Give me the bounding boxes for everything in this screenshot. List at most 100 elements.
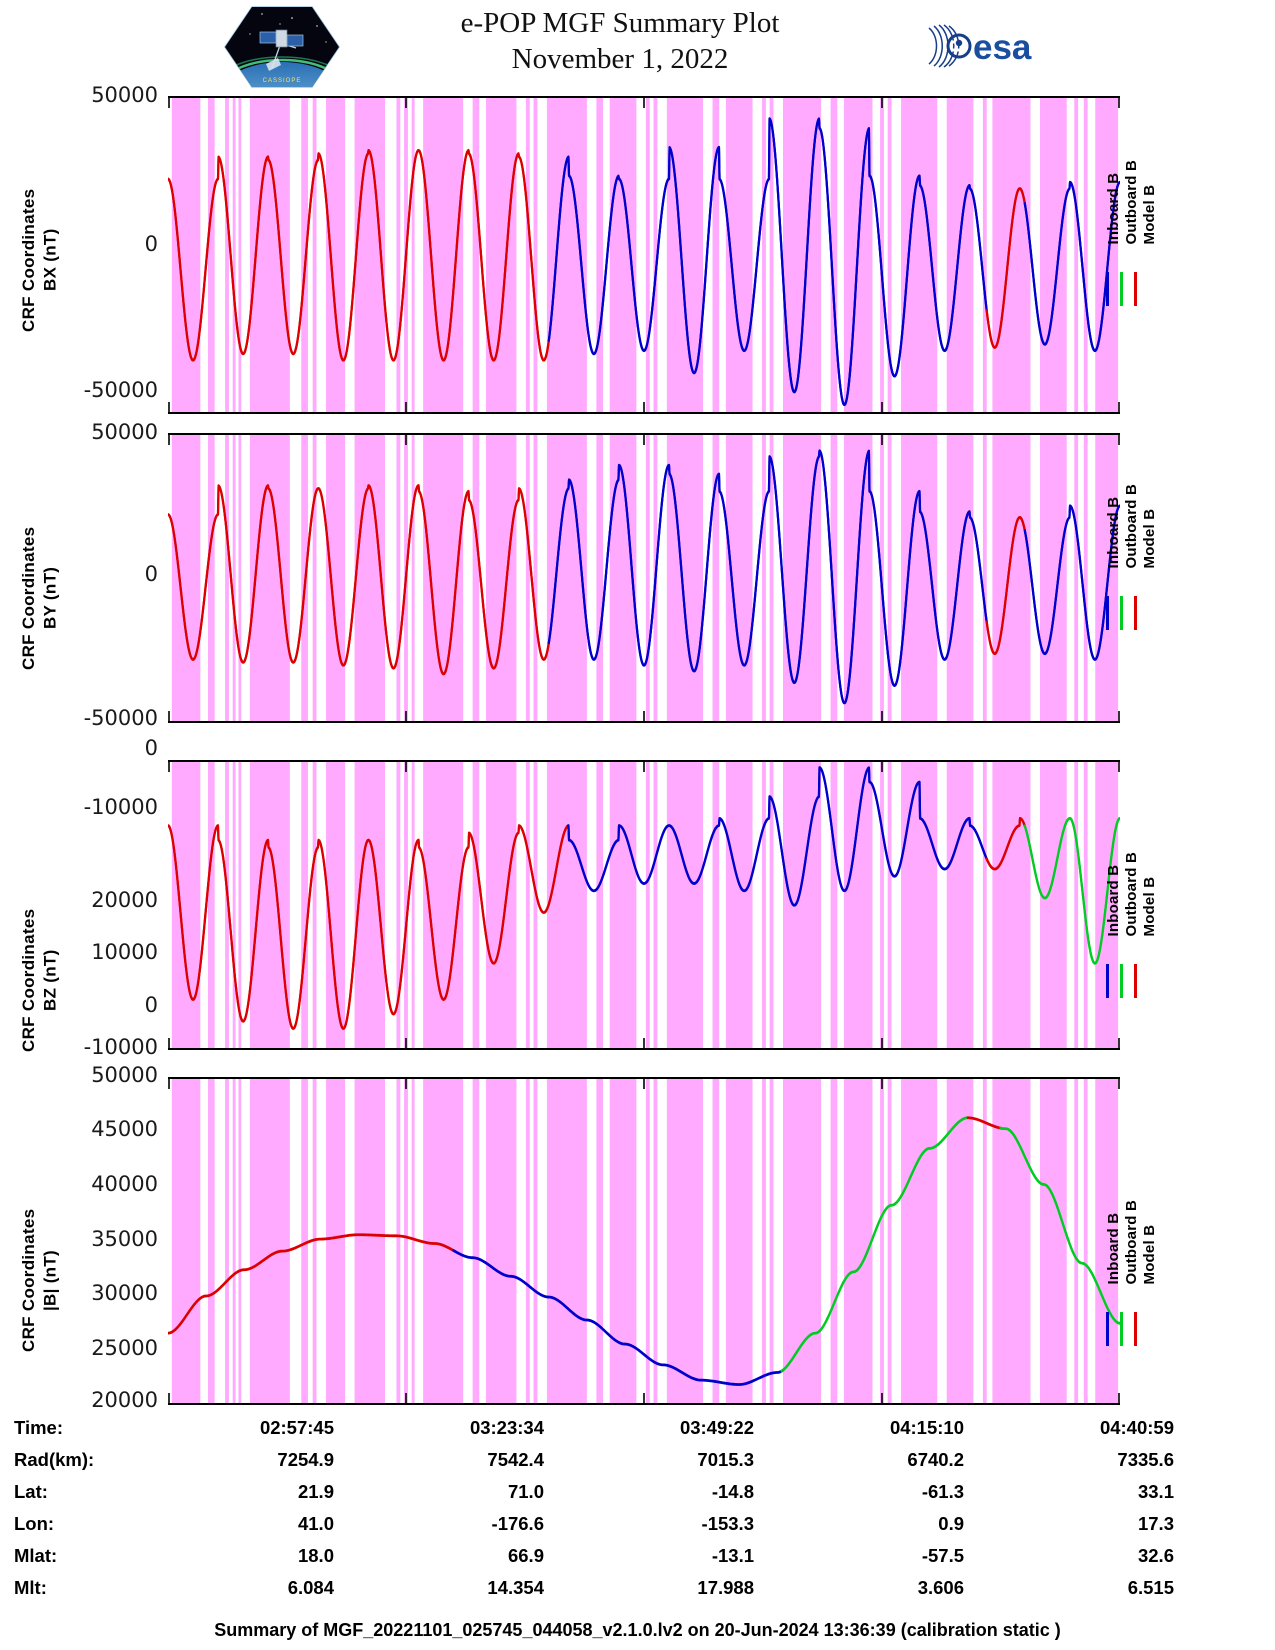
legend-bz-labels: Inboard B Outboard B Model B: [1104, 852, 1158, 937]
legend-btot: Inboard B Outboard B Model B: [1104, 1200, 1164, 1360]
esa-logo-text: esa: [973, 28, 1032, 67]
legend-key-model: [1134, 964, 1137, 998]
cell-r1-c2: 7015.3: [697, 1449, 754, 1470]
plot-frame-bx: [168, 96, 1120, 414]
cell-r3-c1: -176.6: [491, 1513, 544, 1534]
cell-r5-c3: 3.606: [917, 1577, 964, 1598]
y-tick-by-1: 0: [144, 562, 158, 586]
plot-frame-by: [168, 433, 1120, 723]
y-tick-bz-1: -10000: [83, 795, 158, 819]
cell-r5-c2: 17.988: [697, 1577, 754, 1598]
mission-logo-caption: CASSIOPE: [263, 78, 302, 84]
legend-bx: Inboard B Outboard B Model B: [1104, 160, 1164, 320]
cell-r1-c0: 7254.9: [277, 1449, 334, 1470]
y-axis-label-by: CRF Coordinates BY (nT): [19, 526, 60, 670]
legend-bz-label-2: Model B: [1141, 876, 1158, 937]
row-label: Lat:: [14, 1481, 48, 1502]
y-tick-btot-2: 40000: [91, 1172, 158, 1196]
y-tick-bz-2: 20000: [91, 888, 158, 912]
legend-bx-keys: [1106, 272, 1137, 306]
y-axis-label-bz: CRF Coordinates BZ (nT): [19, 908, 60, 1052]
y-tick-bz-0: 0: [144, 736, 158, 760]
legend-key-inboard: [1106, 964, 1109, 998]
y-tick-btot-6: 20000: [91, 1388, 158, 1412]
row-label: Mlat:: [14, 1545, 58, 1566]
cell-r1-c4: 7335.6: [1117, 1449, 1174, 1470]
legend-bx-label-0: Inboard B: [1105, 172, 1122, 245]
cell-r2-c0: 21.9: [297, 1481, 334, 1502]
row-label: Time:: [14, 1417, 64, 1438]
legend-btot-label-2: Model B: [1141, 1224, 1158, 1285]
y-tick-bz-4: 0: [144, 993, 158, 1017]
legend-key-inboard: [1106, 272, 1109, 306]
table-row: Rad(km): 7254.9 7542.4 7015.3 6740.2 7335.6: [14, 1444, 1174, 1476]
cell-r4-c0: 18.0: [297, 1545, 334, 1566]
cell-r2-c3: -61.3: [921, 1481, 964, 1502]
table-row: Lat: 21.9 71.0 -14.8 -61.3 33.1: [14, 1476, 1174, 1508]
title-line-1: e-POP MGF Summary Plot: [460, 7, 780, 39]
y-tick-by-2: -50000: [83, 706, 158, 730]
cell-r4-c3: -57.5: [921, 1545, 964, 1566]
y-tick-btot-3: 35000: [91, 1227, 158, 1251]
cell-r4-c1: 66.9: [507, 1545, 544, 1566]
legend-by: Inboard B Outboard B Model B: [1104, 484, 1164, 644]
cell-r0-c3: 04:15:10: [889, 1417, 964, 1438]
plot-frame-btot: [168, 1077, 1120, 1405]
legend-btot-labels: Inboard B Outboard B Model B: [1104, 1200, 1158, 1285]
plot-panel-bx[interactable]: [168, 96, 1120, 414]
y-tick-bx-2: -50000: [83, 378, 158, 402]
y-tick-bz-3: 10000: [91, 940, 158, 964]
y-tick-btot-5: 25000: [91, 1336, 158, 1360]
plot-panel-btot[interactable]: [168, 1077, 1120, 1405]
legend-btot-label-1: Outboard B: [1123, 1200, 1140, 1285]
cell-r0-c4: 04:40:59: [1099, 1417, 1174, 1438]
y-tick-bz-5: -10000: [83, 1035, 158, 1059]
legend-by-label-2: Model B: [1141, 508, 1158, 569]
y-tick-btot-1: 45000: [91, 1117, 158, 1141]
footer-caption: Summary of MGF_20221101_025745_044058_v2…: [214, 1620, 1061, 1640]
table-row: Lon: 41.0 -176.6 -153.3 0.9 17.3: [14, 1508, 1174, 1540]
legend-bz-label-1: Outboard B: [1123, 852, 1140, 937]
row-label: Mlt:: [14, 1577, 47, 1598]
legend-key-model: [1134, 272, 1137, 306]
ephemeris-body: Time: 02:57:45 03:23:34 03:49:22 04:15:10 04:…: [14, 1412, 1174, 1604]
plot-panel-bz[interactable]: [168, 760, 1120, 1050]
legend-key-model: [1134, 596, 1137, 630]
y-tick-bx-1: 0: [144, 232, 158, 256]
cell-r0-c0: 02:57:45: [259, 1417, 334, 1438]
cell-r0-c1: 03:23:34: [469, 1417, 544, 1438]
y-tick-by-0: 50000: [91, 420, 158, 444]
plot-frame-bz: [168, 760, 1120, 1050]
legend-by-label-1: Outboard B: [1123, 484, 1140, 569]
plot-panel-by[interactable]: [168, 433, 1120, 723]
table-row: Time: 02:57:45 03:23:34 03:49:22 04:15:10 04:…: [14, 1412, 1174, 1444]
cell-r2-c4: 33.1: [1137, 1481, 1174, 1502]
legend-btot-keys: [1106, 1312, 1137, 1346]
cell-r1-c3: 6740.2: [907, 1449, 964, 1470]
legend-by-labels: Inboard B Outboard B Model B: [1104, 484, 1158, 569]
cell-r5-c1: 14.354: [487, 1577, 544, 1598]
cell-r2-c1: 71.0: [507, 1481, 544, 1502]
cell-r5-c4: 6.515: [1127, 1577, 1174, 1598]
cell-r1-c1: 7542.4: [487, 1449, 544, 1470]
page-header: CASSIOPE e-POP MGF Summary Plot November…: [0, 0, 1275, 92]
y-tick-btot-0: 50000: [91, 1063, 158, 1087]
legend-bx-label-2: Model B: [1141, 184, 1158, 245]
table-row: Mlt: 6.084 14.354 17.988 3.606 6.515: [14, 1572, 1174, 1604]
cell-r5-c0: 6.084: [287, 1577, 334, 1598]
cell-r3-c4: 17.3: [1137, 1513, 1174, 1534]
plot-canvas-bx: [168, 96, 1120, 414]
legend-bz-label-0: Inboard B: [1105, 864, 1122, 937]
plot-canvas-btot: [168, 1077, 1120, 1405]
legend-btot-label-0: Inboard B: [1105, 1212, 1122, 1285]
legend-key-inboard: [1106, 596, 1109, 630]
legend-by-keys: [1106, 596, 1137, 630]
table-row: Mlat: 18.0 66.9 -13.1 -57.5 32.6: [14, 1540, 1174, 1572]
legend-key-outboard: [1120, 596, 1123, 630]
cell-r4-c4: 32.6: [1137, 1545, 1174, 1566]
y-axis-label-bx: CRF Coordinates BX (nT): [19, 188, 60, 332]
cassiope-epop-mission-patch: CASSIOPE: [224, 6, 340, 88]
plot-canvas-by: [168, 433, 1120, 723]
y-tick-btot-4: 30000: [91, 1281, 158, 1305]
ephemeris-grid: Time: 02:57:45 03:23:34 03:49:22 04:15:10 04:…: [14, 1412, 1174, 1604]
